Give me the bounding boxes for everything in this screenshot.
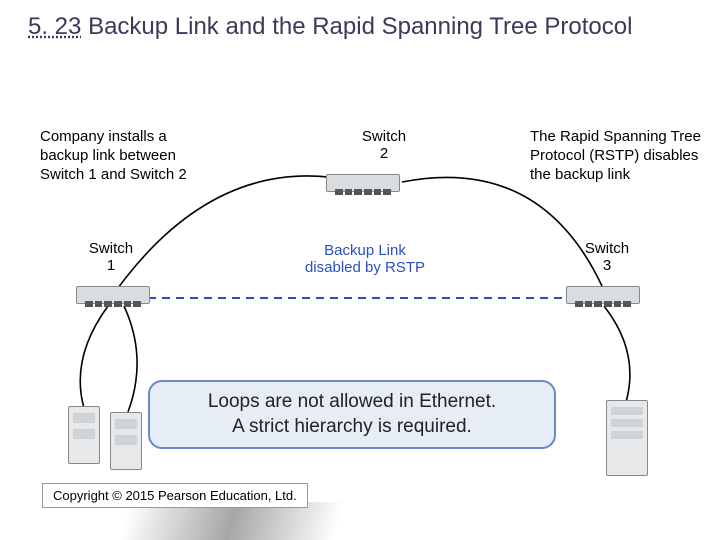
callout-line2: A strict hierarchy is required. xyxy=(232,416,472,437)
server-b-icon xyxy=(110,412,140,474)
slide-title: 5. 23 Backup Link and the Rapid Spanning… xyxy=(28,12,700,42)
right-annotation: The Rapid Spanning Tree Protocol (RSTP) … xyxy=(530,128,710,184)
title-number: 5. 23 xyxy=(28,13,81,40)
switch3-label: Switch 3 xyxy=(582,240,632,274)
switch2-icon xyxy=(326,174,398,196)
switch1-icon xyxy=(76,286,148,308)
copyright-box: Copyright © 2015 Pearson Education, Ltd. xyxy=(42,483,308,508)
switch2-label: Switch 2 xyxy=(356,128,412,162)
switch3-icon xyxy=(566,286,638,308)
callout-box: Loops are not allowed in Ethernet. A str… xyxy=(148,380,556,449)
server-a-icon xyxy=(68,406,98,468)
backup-link-label: Backup Link disabled by RSTP xyxy=(290,242,440,276)
switch1-label: Switch 1 xyxy=(86,240,136,274)
callout-line1: Loops are not allowed in Ethernet. xyxy=(208,391,496,412)
tower-server-icon xyxy=(606,400,646,480)
title-text: Backup Link and the Rapid Spanning Tree … xyxy=(88,13,632,40)
left-annotation: Company installs a backup link between S… xyxy=(40,128,200,184)
diagram-area: Company installs a backup link between S… xyxy=(0,100,720,480)
